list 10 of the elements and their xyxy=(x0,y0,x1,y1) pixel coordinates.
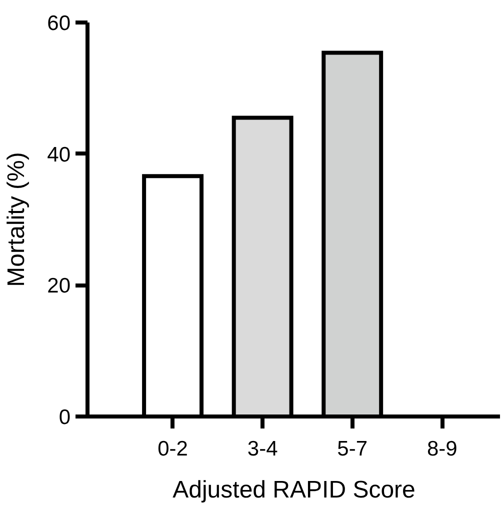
y-tick-label: 20 xyxy=(47,274,70,298)
y-tick-label: 0 xyxy=(58,406,71,429)
x-axis-title: Adjusted RAPID Score xyxy=(172,476,416,504)
x-tick-label: 5-7 xyxy=(337,438,368,460)
x-tick-label: 3-4 xyxy=(247,438,278,460)
y-axis-title: Mortality (%) xyxy=(3,152,30,287)
x-tick-label: 0-2 xyxy=(158,438,188,460)
y-tick-label: 40 xyxy=(47,143,70,166)
x-tick-label: 8-9 xyxy=(426,438,458,460)
y-tick-label: 60 xyxy=(47,12,70,35)
